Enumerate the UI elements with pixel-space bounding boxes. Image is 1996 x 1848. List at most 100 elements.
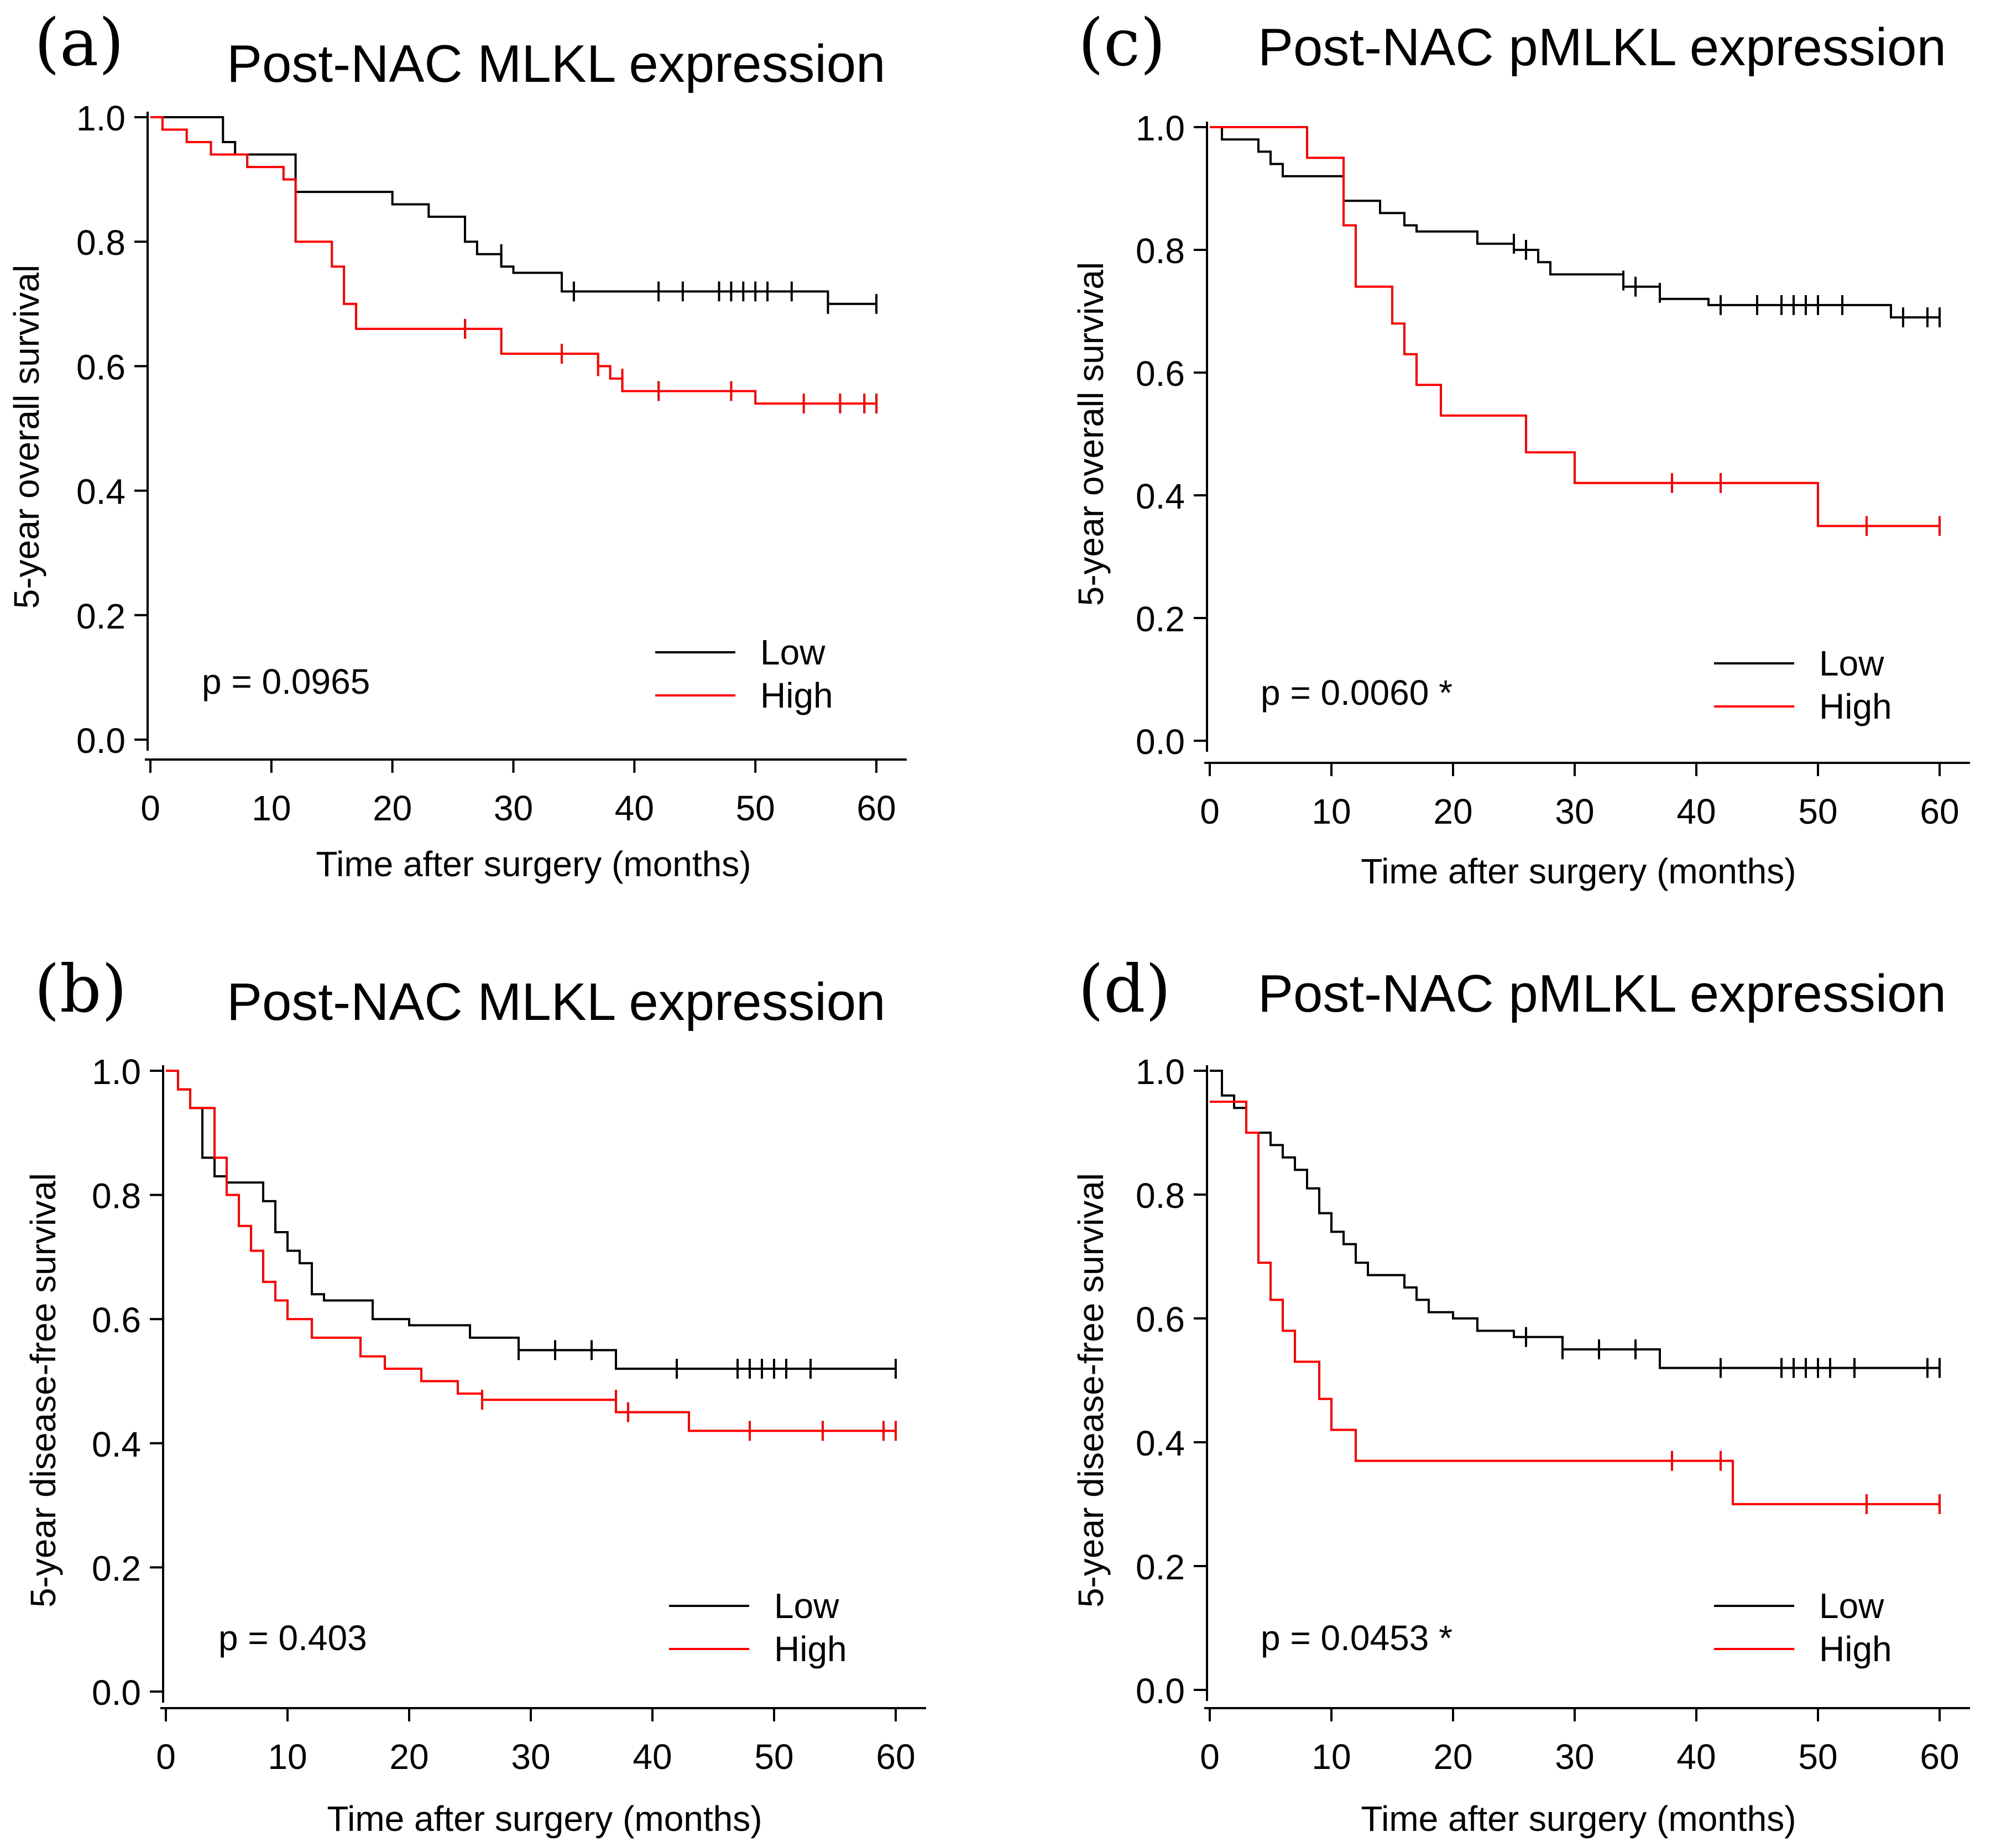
panel-title: Post-NAC MLKL expression <box>227 34 886 93</box>
y-tick-label: 0.2 <box>1136 599 1185 639</box>
legend-label-low: Low <box>1819 1586 1884 1626</box>
x-tick-label: 0 <box>1200 792 1220 831</box>
y-axis-title: 5-year disease-free survival <box>1071 1173 1111 1608</box>
legend-label-high: High <box>774 1629 847 1669</box>
x-tick-label: 0 <box>156 1737 176 1777</box>
series-low <box>1210 1070 1941 1378</box>
x-tick-label: 30 <box>511 1737 550 1777</box>
x-axis: 0 10 20 30 40 50 60 Time after surgery (months) <box>1200 762 1970 891</box>
panel-letter: (c) <box>1078 4 1166 81</box>
y-tick-label: 0.6 <box>1136 1300 1185 1339</box>
x-tick-label: 10 <box>1311 1737 1351 1777</box>
y-tick-label: 0.0 <box>1136 722 1185 762</box>
legend-label-high: High <box>1819 1629 1892 1669</box>
series-high <box>166 1070 897 1441</box>
p-value: p = 0.0965 <box>202 662 370 701</box>
y-tick-label: 0.8 <box>1136 1176 1185 1216</box>
panel-letter: (b) <box>34 951 127 1027</box>
x-tick-label: 10 <box>268 1737 307 1777</box>
y-tick-label: 0.2 <box>76 596 126 636</box>
y-axis: 0.0 0.2 0.4 0.6 0.8 1.0 5-year overall surviva… <box>1071 108 1208 762</box>
x-axis: 0 10 20 30 40 50 60 Time after surgery (months) <box>140 758 907 884</box>
x-tick-label: 10 <box>1311 792 1351 831</box>
x-tick-label: 0 <box>1200 1737 1220 1777</box>
x-tick-label: 10 <box>252 788 291 828</box>
legend-label-high: High <box>1819 687 1892 726</box>
x-tick-label: 20 <box>373 788 412 828</box>
legend-label-low: Low <box>760 632 825 672</box>
survival-curve-low <box>1210 1070 1940 1369</box>
x-tick-label: 40 <box>615 788 654 828</box>
x-tick-label: 60 <box>1920 792 1959 831</box>
y-tick-label: 0.0 <box>76 721 126 761</box>
y-tick-label: 0.2 <box>1136 1547 1185 1587</box>
y-tick-label: 0.4 <box>1136 1423 1185 1463</box>
y-tick-label: 0.6 <box>92 1300 141 1340</box>
y-tick-label: 1.0 <box>1136 108 1185 148</box>
y-tick-label: 0.0 <box>1136 1671 1185 1711</box>
series-low <box>1210 126 1941 328</box>
legend-label-high: High <box>760 676 833 715</box>
y-tick-label: 0.8 <box>76 223 126 263</box>
panel-title: Post-NAC MLKL expression <box>227 972 886 1032</box>
x-tick-label: 20 <box>389 1737 429 1777</box>
panel-c: (c) Post-NAC pMLKL expression 0 10 20 30 40 50 6… <box>1071 4 1970 891</box>
x-tick-label: 30 <box>494 788 533 828</box>
series-high <box>1210 1101 1941 1514</box>
x-axis: 0 10 20 30 40 50 60 Time after surgery (months) <box>156 1707 926 1839</box>
x-tick-label: 60 <box>1920 1737 1959 1777</box>
survival-curve-low <box>166 1070 896 1370</box>
x-tick-label: 40 <box>1676 1737 1716 1777</box>
x-tick-label: 40 <box>1676 792 1716 831</box>
y-tick-label: 0.6 <box>76 347 126 387</box>
series-low <box>166 1070 897 1379</box>
x-tick-label: 20 <box>1433 1737 1472 1777</box>
x-tick-label: 50 <box>1798 792 1837 831</box>
series-low <box>150 116 877 314</box>
y-tick-label: 0.2 <box>92 1548 141 1588</box>
series-high <box>150 116 877 413</box>
p-value: p = 0.0060 * <box>1261 673 1452 713</box>
y-axis-title: 5-year overall survival <box>7 265 46 609</box>
y-tick-label: 0.4 <box>76 472 126 512</box>
panel-letter: (d) <box>1078 951 1171 1027</box>
panel-b: (b) Post-NAC MLKL expression 0 10 20 30 40 50 60… <box>23 951 926 1839</box>
legend-label-low: Low <box>1819 643 1884 683</box>
series-high <box>1210 126 1941 536</box>
x-tick-label: 40 <box>633 1737 672 1777</box>
p-value: p = 0.403 <box>218 1618 367 1658</box>
y-axis: 0.0 0.2 0.4 0.6 0.8 1.0 5-year overall surviva… <box>7 98 149 761</box>
y-axis: 0.0 0.2 0.4 0.6 0.8 1.0 5-year disease-free su… <box>1071 1052 1208 1711</box>
x-axis-title: Time after surgery (months) <box>316 844 751 884</box>
y-tick-label: 1.0 <box>92 1052 141 1092</box>
panel-letter: (a) <box>34 4 124 81</box>
y-axis-title: 5-year disease-free survival <box>23 1173 63 1608</box>
y-tick-label: 0.0 <box>92 1673 141 1713</box>
survival-curve-high <box>150 116 876 405</box>
x-tick-label: 60 <box>876 1737 915 1777</box>
x-tick-label: 50 <box>1798 1737 1837 1777</box>
y-tick-label: 1.0 <box>76 98 126 138</box>
x-tick-label: 50 <box>754 1737 793 1777</box>
p-value: p = 0.0453 * <box>1261 1618 1452 1658</box>
y-tick-label: 0.4 <box>1136 477 1185 516</box>
survival-curve-low <box>150 116 876 305</box>
x-axis: 0 10 20 30 40 50 60 Time after surgery (months) <box>1200 1707 1970 1839</box>
survival-curve-high <box>1210 1101 1940 1505</box>
panel-d: (d) Post-NAC pMLKL expression 0 10 20 30 40 50 6… <box>1071 951 1970 1839</box>
y-tick-label: 0.4 <box>92 1425 141 1464</box>
y-axis-title: 5-year overall survival <box>1071 262 1111 606</box>
legend-label-low: Low <box>774 1586 839 1626</box>
panel-title: Post-NAC pMLKL expression <box>1258 18 1946 77</box>
y-tick-label: 0.6 <box>1136 354 1185 394</box>
panel-title: Post-NAC pMLKL expression <box>1258 964 1946 1023</box>
panel-a: (a) Post-NAC MLKL expression 0 10 20 30 40 50 60… <box>7 4 907 884</box>
survival-curve-high <box>1210 126 1940 527</box>
y-tick-label: 0.8 <box>1136 231 1185 271</box>
x-axis-title: Time after surgery (months) <box>1361 1799 1796 1839</box>
x-axis-title: Time after surgery (months) <box>327 1799 762 1839</box>
y-tick-label: 0.8 <box>92 1176 141 1216</box>
